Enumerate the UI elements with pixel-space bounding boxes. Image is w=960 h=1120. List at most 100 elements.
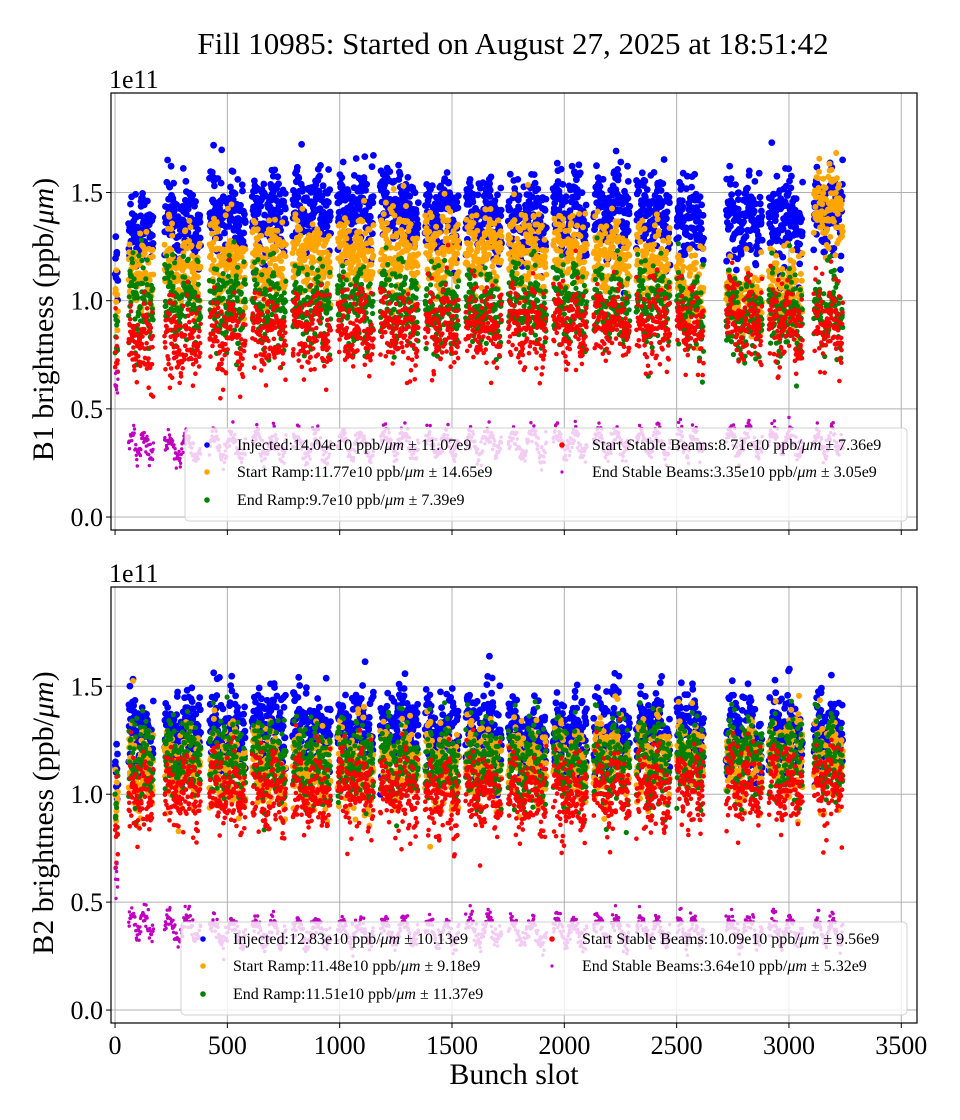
data-point	[274, 281, 280, 287]
data-point	[346, 227, 352, 234]
data-point	[534, 185, 542, 193]
data-point	[398, 263, 404, 270]
data-point	[292, 211, 299, 218]
data-point	[302, 288, 308, 294]
data-point	[839, 228, 846, 235]
data-point	[777, 284, 784, 291]
data-point	[401, 289, 407, 295]
data-point	[252, 219, 259, 226]
data-point	[468, 247, 474, 254]
data-point	[609, 205, 615, 212]
data-point	[816, 168, 822, 175]
data-point	[280, 197, 287, 205]
data-point	[299, 185, 307, 192]
data-point	[196, 240, 203, 247]
data-point	[751, 178, 759, 185]
data-point	[173, 241, 181, 249]
data-point	[660, 156, 668, 163]
data-point	[453, 260, 460, 267]
data-point	[340, 263, 346, 269]
data-point	[615, 171, 622, 179]
data-point	[234, 298, 240, 304]
data-point	[565, 227, 572, 234]
data-point	[274, 291, 280, 297]
data-point	[790, 259, 797, 266]
data-point	[562, 193, 570, 201]
data-point	[413, 280, 419, 286]
data-point	[235, 280, 241, 286]
data-point	[339, 158, 347, 166]
data-point	[428, 282, 434, 288]
data-point	[192, 289, 198, 296]
data-point	[529, 228, 535, 235]
data-point	[303, 194, 310, 202]
data-point	[196, 211, 204, 219]
data-point	[370, 252, 377, 259]
data-point	[511, 217, 518, 224]
data-point	[361, 264, 367, 270]
data-point	[498, 257, 504, 264]
data-point	[149, 232, 156, 239]
data-point	[317, 162, 324, 169]
data-point	[745, 167, 753, 175]
data-point	[325, 198, 332, 206]
data-point	[299, 205, 306, 212]
data-point	[369, 303, 375, 309]
data-point	[197, 314, 204, 321]
data-point	[255, 257, 261, 263]
data-point	[161, 241, 168, 248]
data-point	[319, 182, 327, 190]
data-point	[497, 206, 505, 214]
data-point	[169, 220, 175, 227]
data-point	[826, 160, 833, 167]
data-point	[486, 186, 494, 194]
data-point	[359, 218, 366, 225]
data-point	[624, 195, 632, 202]
data-point	[414, 269, 421, 276]
data-point	[455, 244, 462, 251]
data-point	[223, 329, 229, 335]
data-point	[143, 228, 150, 235]
data-point	[367, 281, 373, 287]
data-point	[352, 155, 360, 162]
data-point	[474, 191, 482, 199]
data-point	[454, 192, 462, 200]
data-point	[386, 277, 392, 283]
data-point	[798, 215, 805, 223]
data-point	[383, 189, 390, 197]
data-point	[316, 172, 324, 180]
data-point	[796, 240, 803, 248]
data-point	[428, 182, 436, 190]
data-point	[793, 277, 800, 284]
data-point	[827, 233, 834, 240]
data-point	[295, 174, 303, 182]
data-point	[326, 258, 333, 265]
data-point	[637, 238, 644, 245]
data-point	[626, 202, 634, 210]
data-point	[294, 217, 301, 224]
data-point	[186, 217, 193, 224]
data-point	[411, 189, 419, 197]
data-point	[837, 266, 844, 273]
data-point	[613, 228, 620, 234]
data-point	[370, 152, 377, 159]
data-point	[149, 246, 156, 253]
data-point	[797, 270, 804, 277]
data-point	[470, 220, 477, 226]
data-point	[626, 252, 633, 259]
data-point	[309, 265, 315, 271]
data-point	[344, 219, 350, 226]
data-point	[400, 182, 407, 189]
data-point	[189, 191, 197, 199]
data-point	[390, 186, 397, 192]
data-point	[195, 258, 201, 265]
data-point	[428, 213, 435, 220]
data-point	[235, 227, 242, 235]
data-point	[467, 240, 474, 247]
data-point	[623, 220, 631, 227]
data-point	[238, 290, 244, 296]
data-point	[679, 203, 687, 211]
data-point	[254, 281, 260, 287]
data-point	[401, 232, 408, 239]
data-point	[238, 254, 245, 260]
